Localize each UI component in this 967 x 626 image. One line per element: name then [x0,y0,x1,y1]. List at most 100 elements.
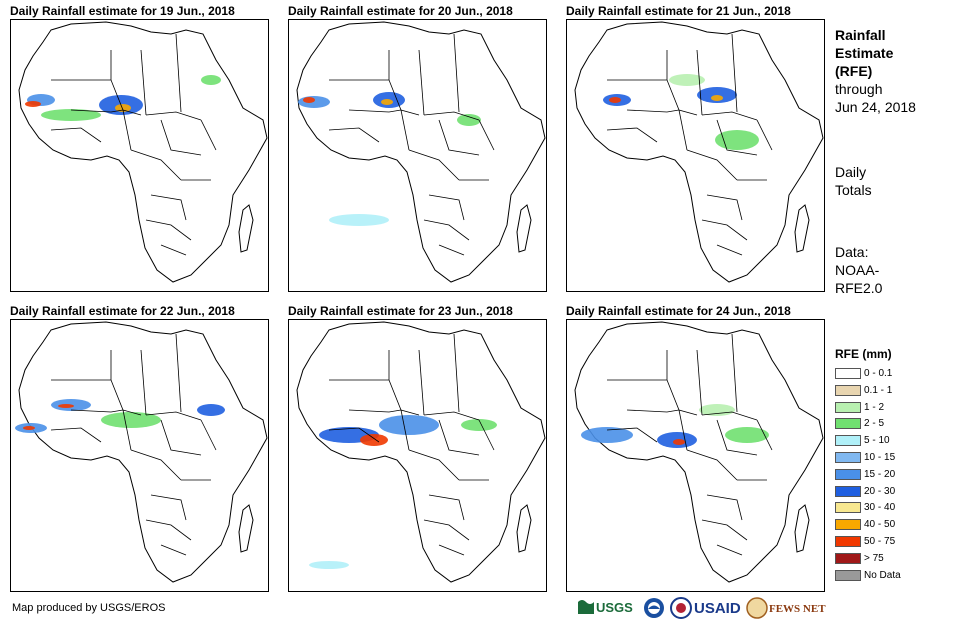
country-border [175,33,182,113]
fewsnet-logo: FEWS NET [746,597,826,619]
rainfall-area [58,404,74,408]
side-title-line: Rainfall [835,27,886,43]
svg-text:FEWS NET: FEWS NET [769,603,826,615]
legend-label: 2 - 5 [864,418,885,430]
legend-swatch [835,368,861,379]
rainfall-area [725,427,769,443]
country-border [130,449,182,481]
country-border [418,49,425,116]
rainfall-area [201,75,221,85]
legend-swatch [835,418,861,430]
legend-swatch [835,569,861,581]
usaid-logo: USAID [694,600,741,617]
legend-label: > 75 [864,552,884,564]
side-data-line: Data: [835,244,869,260]
country-border [423,111,480,121]
country-border [140,49,147,116]
country-border [453,33,460,113]
country-border [678,409,688,451]
side-title-line: (RFE) [835,63,873,79]
country-border [140,349,147,416]
country-border [50,427,102,443]
country-border [145,111,202,121]
panel-title: Daily Rainfall estimate for 19 Jun., 201… [10,4,235,18]
country-border [731,33,738,113]
country-border [70,109,124,113]
side-data-line: NOAA- [835,262,880,278]
country-border [145,519,192,541]
panel-title: Daily Rainfall estimate for 24 Jun., 201… [566,304,791,318]
country-border [122,409,132,451]
rainfall-area [101,412,161,428]
svg-text:USGS: USGS [596,600,633,615]
country-border [423,519,470,541]
legend-label: 0.1 - 1 [864,384,893,396]
country-border [716,419,758,456]
map-panel-4: Daily Rainfall estimate for 22 Jun., 201… [10,304,270,592]
country-border [408,149,460,181]
country-border [175,333,182,413]
legend-swatch [835,485,861,497]
madagascar-outline [794,504,810,553]
country-border [328,427,380,443]
side-daily-line: Daily [835,164,867,180]
rainfall-area [298,96,330,108]
country-border [686,149,738,181]
rainfall-area [457,114,481,126]
continent-outline [296,21,546,283]
country-border [418,349,425,416]
country-border [696,349,703,416]
rainfall-area [673,439,685,445]
country-border [428,494,465,521]
rainfall-map [10,19,269,292]
legend-swatch [835,502,861,514]
country-border [453,333,460,413]
country-border [478,419,495,451]
country-border [70,409,124,413]
country-border [701,219,748,241]
africa-map [15,321,268,583]
map-credit: Map produced by USGS/EROS [12,602,166,614]
continent-outline [574,21,824,283]
country-border [438,119,480,156]
legend-swatch [835,384,861,396]
legend-label: 15 - 20 [864,468,896,480]
legend-swatch [835,435,861,447]
side-daily-totals: Daily Totals [835,163,872,199]
country-border [716,119,758,156]
side-description: Rainfall Estimate (RFE) through Jun 24, … [835,26,916,116]
country-border [50,127,102,143]
africa-map [574,21,824,283]
legend-swatch [835,536,861,547]
country-border [160,244,187,256]
panel-title: Daily Rainfall estimate for 21 Jun., 201… [566,4,791,18]
rainfall-map [288,19,547,292]
map-panel-3: Daily Rainfall estimate for 21 Jun., 201… [566,4,826,292]
country-border [716,244,743,256]
country-border [423,411,480,421]
rainfall-area [23,426,35,430]
continent-outline [18,21,268,283]
map-panel-1: Daily Rainfall estimate for 19 Jun., 201… [10,4,270,292]
rainfall-area [309,561,349,569]
country-border [130,149,182,181]
country-border [400,409,410,451]
rainfall-map [288,319,547,592]
country-border [478,119,495,151]
rainfall-area [461,419,497,431]
legend-swatch [835,401,861,413]
side-data-line: RFE2.0 [835,280,883,296]
country-border [701,519,748,541]
legend-label: 30 - 40 [864,502,896,514]
rainfall-area [197,404,225,416]
legend-label: 10 - 15 [864,452,896,463]
country-border [438,544,465,556]
continent-outline [296,321,546,583]
legend-label: No Data [864,569,901,581]
rainfall-area [329,214,389,226]
country-border [150,194,187,221]
country-border [200,419,217,451]
country-border [731,333,738,413]
map-panel-5: Daily Rainfall estimate for 23 Jun., 201… [288,304,548,592]
legend-label: 0 - 0.1 [864,368,893,379]
